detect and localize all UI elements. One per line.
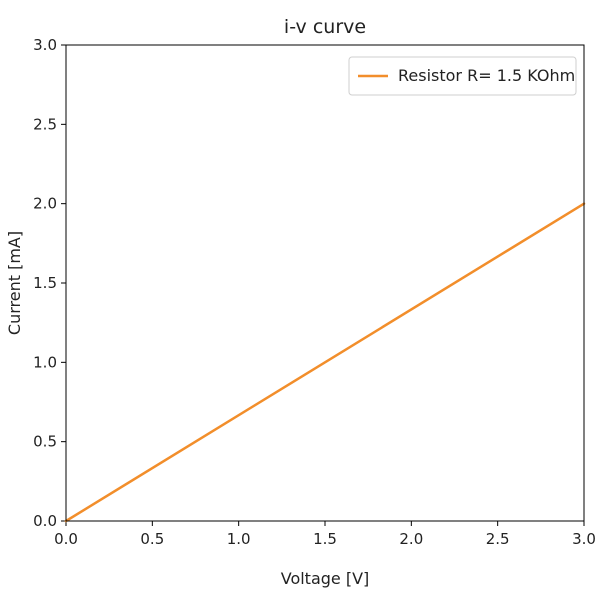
- x-tick-label: 1.5: [313, 530, 337, 548]
- y-tick-label: 2.0: [33, 195, 57, 213]
- x-tick-label: 0.5: [140, 530, 164, 548]
- y-axis-label: Current [mA]: [5, 231, 24, 335]
- series-line: [64, 202, 586, 523]
- x-tick-label: 2.0: [399, 530, 423, 548]
- series-layer: [64, 202, 586, 523]
- y-tick-label: 2.5: [33, 115, 57, 133]
- plot-frame: [65, 44, 585, 522]
- legend-label: Resistor R= 1.5 KOhm: [398, 66, 575, 85]
- y-tick-label: 3.0: [33, 36, 57, 54]
- x-axis-ticks: 0.0 0.5 1.0 1.5 2.0 2.5 3.0: [54, 521, 596, 548]
- legend-box: [348, 56, 577, 96]
- x-axis-label: Voltage [V]: [281, 569, 370, 588]
- y-tick-label: 1.5: [33, 274, 57, 292]
- legend: Resistor R= 1.5 KOhm: [348, 56, 577, 96]
- chart-title: i-v curve: [284, 16, 366, 38]
- x-tick-label: 1.0: [227, 530, 251, 548]
- x-tick-label: 3.0: [572, 530, 596, 548]
- y-axis-ticks: 0.0 0.5 1.0 1.5 2.0 2.5 3.0: [33, 36, 66, 530]
- y-tick-label: 1.0: [33, 353, 57, 371]
- y-tick-label: 0.0: [33, 512, 57, 530]
- x-tick-label: 0.0: [54, 530, 78, 548]
- plot-background: [66, 45, 584, 521]
- x-tick-label: 2.5: [486, 530, 510, 548]
- y-tick-label: 0.5: [33, 433, 57, 451]
